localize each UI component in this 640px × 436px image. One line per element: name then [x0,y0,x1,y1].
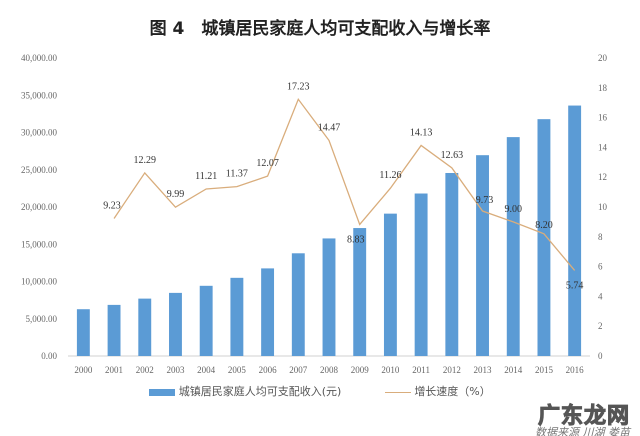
right-axis-tick-label: 4 [598,291,603,301]
bar-2014 [506,137,520,356]
right-axis-tick-label: 18 [598,83,608,93]
left-axis-tick-label: 5,000.00 [26,314,58,324]
growth-data-label: 9.00 [504,204,522,215]
growth-data-label: 9.23 [103,200,121,211]
growth-data-label: 9.73 [476,195,494,206]
bar-2015 [537,119,551,357]
x-axis-tick-label: 2000 [74,365,93,375]
left-axis-tick-label: 30,000.00 [21,128,58,138]
left-axis-tick-label: 35,000.00 [21,90,58,100]
x-axis-tick-label: 2012 [443,365,461,375]
watermark: 广东龙网 数据来源 川湖 娄苗 [535,398,630,436]
x-axis-tick-label: 2002 [136,365,154,375]
legend-line-label: 增长速度（%） [414,385,491,398]
right-axis-tick-label: 14 [598,142,608,152]
legend-line-swatch [384,391,411,393]
growth-data-label: 14.47 [318,122,341,133]
x-axis-tick-label: 2015 [535,365,554,375]
bar-2007 [291,253,305,356]
right-axis-tick-label: 10 [598,202,608,212]
x-axis-tick-label: 2003 [166,365,185,375]
right-axis-tick-label: 20 [598,53,608,63]
growth-rate-line [113,97,576,271]
legend: 城镇居民家庭人均可支配收入(元) 增长速度（%） [0,383,640,399]
bar-2003 [169,292,182,356]
growth-data-label: 12.63 [441,150,464,161]
x-axis-tick-label: 2006 [259,365,278,375]
legend-bar-label: 城镇居民家庭人均可支配收入(元) [178,385,342,398]
x-axis-tick-label: 2005 [228,365,247,375]
right-axis-tick-label: 6 [598,262,603,272]
x-axis-tick-label: 2004 [197,365,216,375]
right-axis-tick-label: 16 [598,113,608,123]
x-axis-tick-label: 2010 [381,365,400,375]
growth-data-label: 8.83 [347,234,365,245]
growth-data-label: 11.26 [379,170,401,181]
left-axis-tick-label: 20,000.00 [21,202,58,212]
right-axis-tick-label: 2 [598,321,603,331]
bar-2000 [76,309,90,356]
growth-data-label: 5.74 [566,280,584,291]
chart-title: 图 4 城镇居民家庭人均可支配收入与增长率 [149,19,491,39]
right-axis-tick-label: 0 [598,351,603,361]
bar-2001 [107,304,121,356]
bar-2006 [261,268,275,356]
x-axis-tick-label: 2007 [289,365,308,375]
bar-2002 [138,298,152,356]
growth-data-label: 17.23 [287,81,310,92]
bar-2016 [568,105,582,357]
left-axis-tick-label: 15,000.00 [21,239,58,249]
legend-bar-swatch [149,388,176,396]
x-axis-tick-label: 2011 [412,365,430,375]
left-axis-tick-label: 40,000.00 [21,53,58,63]
watermark-logo: 广东龙网 [537,404,630,430]
bar-2009 [353,228,367,356]
growth-data-label: 8.20 [535,220,553,231]
bar-2008 [322,238,336,356]
bar-2012 [445,172,459,356]
left-axis-tick-label: 10,000.00 [21,277,58,287]
watermark-sub: 数据来源 川湖 娄苗 [535,426,630,436]
x-axis-tick-label: 2001 [105,365,123,375]
left-axis-tick-label: 0.00 [41,351,57,361]
x-axis-tick-label: 2014 [504,365,523,375]
right-axis-tick-label: 12 [598,172,607,182]
x-axis-tick-label: 2008 [320,365,339,375]
growth-data-label: 9.99 [167,189,185,200]
bar-2013 [476,155,489,356]
growth-data-label: 12.07 [256,158,279,169]
x-axis-tick-label: 2013 [474,365,493,375]
x-axis-tick-label: 2009 [351,365,370,375]
bar-2005 [230,277,244,356]
growth-data-label: 14.13 [410,127,433,138]
growth-data-label: 11.37 [226,169,248,180]
growth-data-label: 12.29 [134,155,157,166]
bar-2011 [414,193,428,356]
bar-2010 [383,213,397,356]
left-axis-tick-label: 25,000.00 [21,165,58,175]
right-axis-tick-label: 8 [598,232,603,242]
x-axis-tick-label: 2016 [566,365,585,375]
bar-2004 [199,285,213,356]
growth-data-label: 11.21 [195,171,217,182]
